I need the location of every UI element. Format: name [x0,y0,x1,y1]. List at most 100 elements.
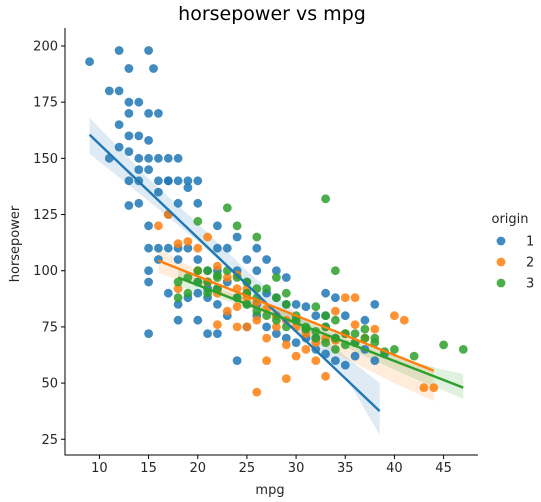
data-point [370,300,380,309]
legend-label: 2 [526,256,534,271]
x-tick-label: 45 [435,461,452,476]
data-point [149,64,158,73]
data-point [252,232,262,242]
legend-marker-1 [496,236,506,246]
data-point [232,273,242,282]
data-point [272,273,281,282]
data-point [173,277,183,287]
data-point [439,340,448,350]
data-point [370,356,380,365]
data-point [213,300,222,309]
data-point [222,273,232,282]
data-point [399,315,409,325]
data-point [124,201,134,210]
data-point [429,383,439,392]
data-point [272,315,281,325]
data-point [163,153,173,163]
data-point [193,198,203,208]
legend-label: 3 [526,277,534,292]
data-point [262,255,271,264]
data-point [134,97,144,107]
data-point [114,120,124,129]
y-tick-label: 125 [33,208,58,223]
data-point [173,315,183,325]
data-point [331,315,340,325]
legend-marker-3 [496,278,506,288]
data-point [311,302,321,312]
data-point [213,320,222,330]
data-point [85,57,94,67]
data-point [203,329,213,338]
regression-line-3 [177,276,464,389]
data-point [213,261,222,271]
data-point [124,176,134,186]
x-axis-label: mpg [255,483,284,498]
data-point [114,142,124,152]
data-point [340,311,350,321]
data-point [321,194,330,204]
data-point [183,183,193,193]
data-point [144,165,154,175]
data-point [222,306,232,316]
data-point [331,345,340,354]
data-point [360,324,370,334]
data-points [85,46,468,397]
data-point [203,288,213,298]
data-point [173,284,183,294]
data-point [350,320,360,330]
data-point [193,255,203,264]
data-point [252,266,262,276]
data-point [370,324,380,334]
data-point [183,243,193,253]
data-point [144,153,154,163]
data-point [213,221,222,231]
data-point [144,136,154,145]
data-point [331,266,340,276]
data-point [262,333,271,343]
legend-label: 1 [526,235,534,250]
data-point [193,216,203,226]
data-point [458,345,468,354]
data-point [154,176,163,186]
data-point [213,329,222,338]
data-point [173,153,183,163]
x-tick-label: 20 [189,461,206,476]
data-point [281,288,291,298]
data-point [134,165,144,175]
data-point [321,288,330,298]
data-point [272,329,281,338]
y-tick-label: 100 [33,264,58,279]
axes: 10 15 20 25 30 35 40 45 25 50 75 100 125 150 175 200 [33,28,478,476]
data-point [163,176,173,186]
data-point [154,221,163,231]
data-point [262,284,271,294]
data-point [124,131,134,141]
data-point [144,277,154,287]
data-point [154,153,163,163]
regression-line-2 [157,259,435,372]
data-point [124,109,134,118]
data-point [311,311,321,321]
data-point [232,302,242,312]
data-point [154,243,163,253]
y-tick-label: 150 [33,152,58,167]
regression-line-1 [88,133,381,413]
y-tick-label: 25 [41,433,58,448]
data-point [193,315,203,325]
data-point [203,266,213,276]
data-point [281,273,291,282]
data-point [124,64,134,73]
data-point [232,356,242,365]
data-point [350,293,360,303]
data-point [134,198,144,208]
regression-lines [88,133,464,413]
x-tick-label: 35 [337,461,354,476]
data-point [173,239,183,249]
data-point [409,351,419,361]
data-point [350,329,360,338]
data-point [144,46,154,55]
x-tick-label: 25 [239,461,256,476]
y-tick-label: 75 [41,320,58,335]
y-tick-label: 175 [33,96,58,111]
